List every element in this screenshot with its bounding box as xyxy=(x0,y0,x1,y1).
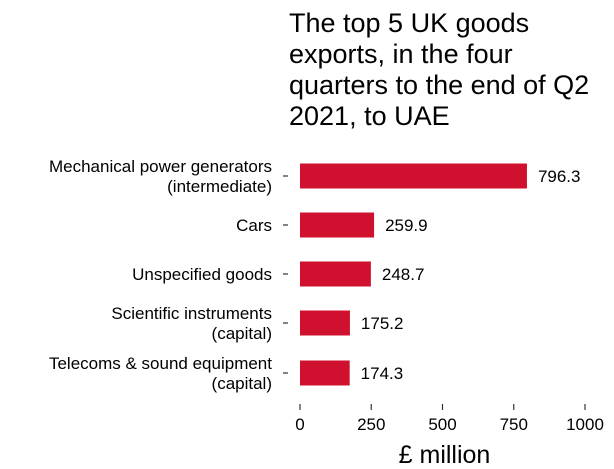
category-label: Cars xyxy=(236,216,272,235)
chart-title-line: 2021, to UAE xyxy=(289,101,450,131)
x-tick-label: 0 xyxy=(295,415,304,434)
category-label: Unspecified goods xyxy=(132,265,272,284)
chart-title: The top 5 UK goods exports, in the four qu… xyxy=(289,8,609,132)
value-label: 259.9 xyxy=(385,216,428,235)
category-label: Scientific instruments xyxy=(111,304,272,323)
bar xyxy=(300,261,371,287)
bar xyxy=(300,360,350,386)
category-label: (capital) xyxy=(212,374,272,393)
chart-title-line: quarters to the end of Q2 xyxy=(289,70,590,100)
x-tick-label: 1000 xyxy=(566,415,604,434)
value-label: 174.3 xyxy=(361,364,404,383)
category-label: Mechanical power generators xyxy=(49,157,272,176)
value-label: 796.3 xyxy=(538,167,581,186)
x-axis-title: £ million xyxy=(399,441,491,469)
category-label: (capital) xyxy=(212,324,272,343)
x-tick-label: 250 xyxy=(357,415,385,434)
category-label: (intermediate) xyxy=(167,177,272,196)
value-label: 175.2 xyxy=(361,314,404,333)
x-tick-label: 750 xyxy=(500,415,528,434)
bar xyxy=(300,212,375,238)
chart-title-line: exports, in the four xyxy=(289,39,513,69)
bar xyxy=(300,310,350,336)
bar xyxy=(300,163,527,189)
value-label: 248.7 xyxy=(382,265,425,284)
x-tick-label: 500 xyxy=(428,415,456,434)
chart-title-line: The top 5 UK goods xyxy=(289,8,530,38)
category-label: Telecoms & sound equipment xyxy=(49,354,272,373)
